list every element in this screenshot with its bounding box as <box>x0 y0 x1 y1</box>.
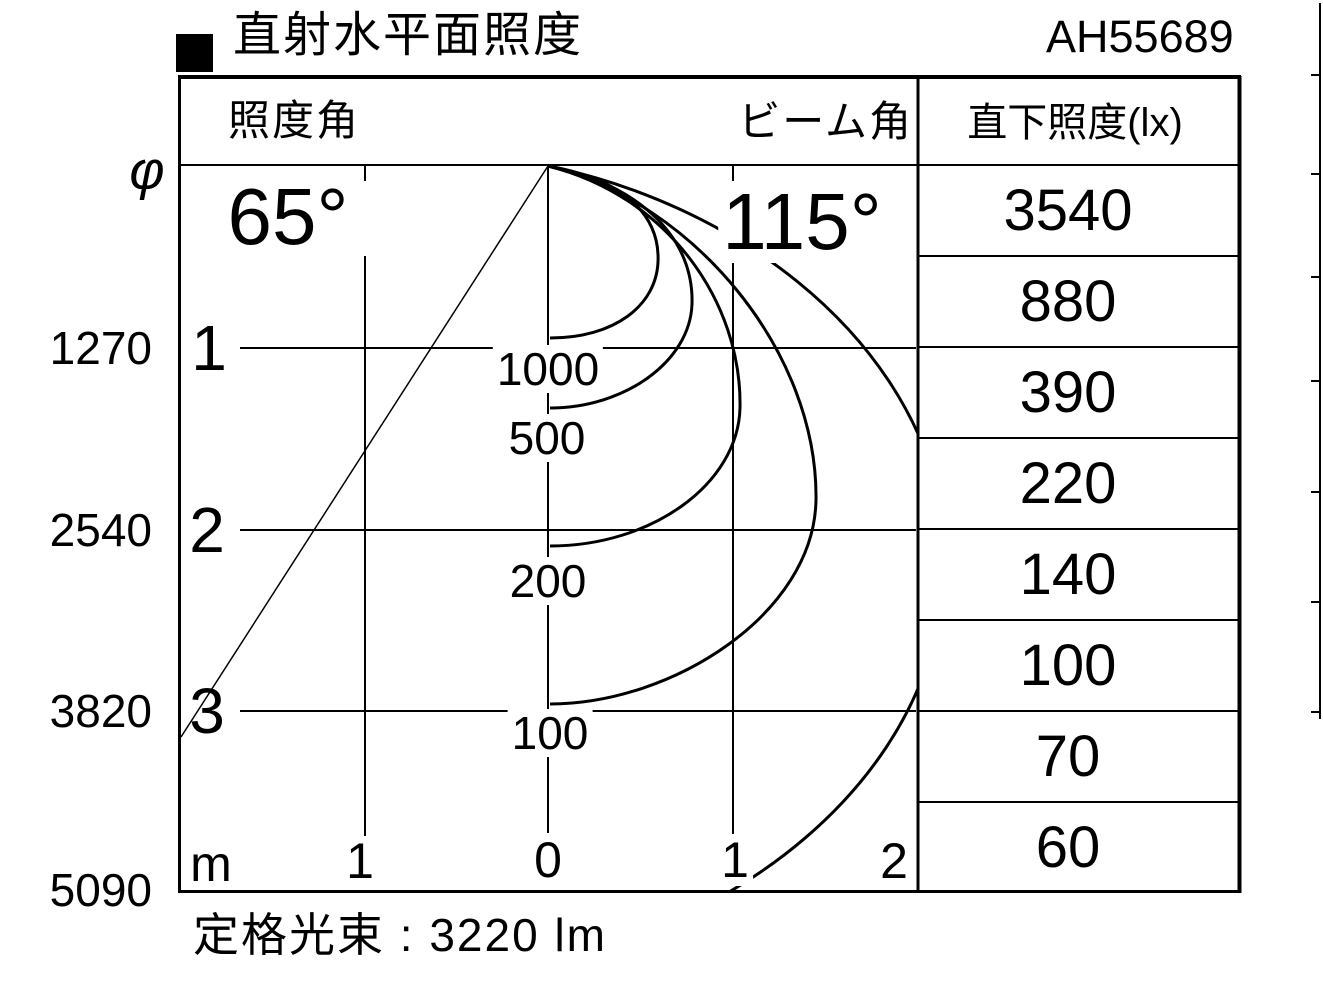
product-code: AH55689 <box>1046 11 1234 62</box>
isolux-curve-outer <box>547 166 917 891</box>
header-illuminance-angle-label: 照度角 <box>228 97 361 144</box>
phi-value-2m: 2540 <box>49 504 152 556</box>
table-value-row4: 220 <box>1019 451 1117 516</box>
table-value-row3: 390 <box>1019 360 1117 425</box>
illuminance-angle-value: 65° <box>227 172 349 261</box>
phi-value-4m: 5090 <box>49 864 152 916</box>
illuminance-angle-line <box>180 165 549 738</box>
table-value-row1: 3540 <box>1003 178 1133 243</box>
table-value-row8: 60 <box>1035 815 1101 880</box>
isolux-curve-200lx <box>547 164 742 548</box>
phi-axis-symbol: φ <box>129 141 165 201</box>
page-title: 直射水平面照度 <box>233 9 584 62</box>
bottom-tick-2: 2 <box>880 833 908 889</box>
bottom-axis-unit: m <box>190 836 232 892</box>
isolux-curve-100lx <box>547 164 818 706</box>
distance-tick-3: 3 <box>189 675 225 747</box>
table-value-row5: 140 <box>1019 542 1117 607</box>
table-value-row6: 100 <box>1019 633 1117 698</box>
adjacent-diagram-edge <box>1311 3 1321 719</box>
phi-value-3m: 3820 <box>49 685 152 737</box>
curve-label-200: 200 <box>505 557 591 605</box>
isolux-curves <box>547 164 917 891</box>
table-header: 直下照度(lx) <box>967 101 1183 145</box>
phi-value-1m: 1270 <box>49 322 152 374</box>
curve-label-1000: 1000 <box>492 345 604 393</box>
bottom-tick-right-1: 1 <box>717 834 753 886</box>
distance-tick-2: 2 <box>189 494 225 566</box>
title-bullet-square <box>176 34 213 72</box>
table-value-row7: 70 <box>1035 724 1101 789</box>
curve-label-500: 500 <box>504 414 590 462</box>
bottom-tick-0: 0 <box>534 832 562 888</box>
header-beam-angle-label: ビーム角 <box>738 98 913 145</box>
table-row-lines <box>919 255 1238 803</box>
rated-luminous-flux: 定格光束 : 3220 lm <box>193 909 607 961</box>
table-value-row2: 880 <box>1019 269 1117 334</box>
bottom-tick-left-1: 1 <box>346 833 374 889</box>
isolux-curve-500lx <box>547 164 694 410</box>
chart-frame <box>178 75 1242 893</box>
beam-angle-value: 115° <box>718 181 886 263</box>
distance-tick-1: 1 <box>191 312 227 384</box>
curve-label-100: 100 <box>507 709 593 757</box>
